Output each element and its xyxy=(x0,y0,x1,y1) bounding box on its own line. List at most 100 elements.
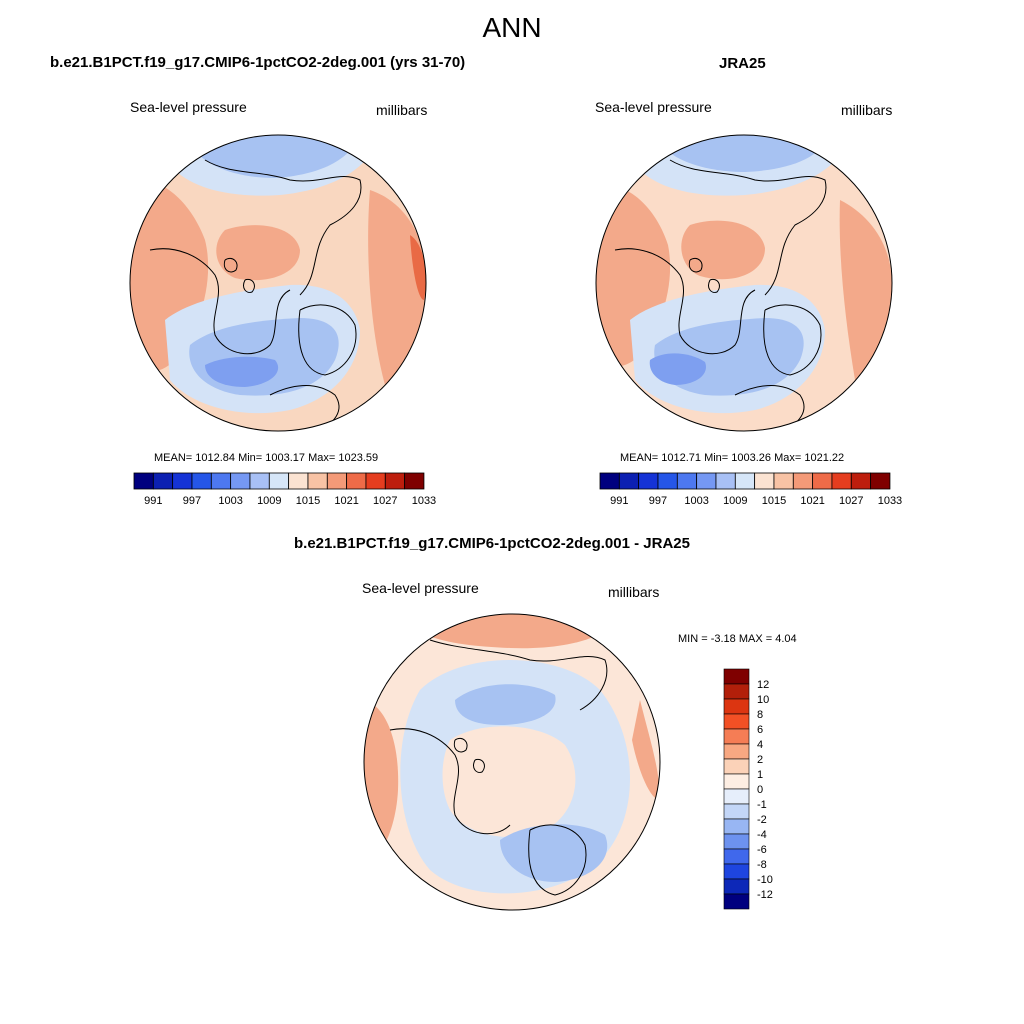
model-colorbar-tick-label: 997 xyxy=(183,495,201,507)
obs-colorbar-cell xyxy=(870,472,891,490)
model-colorbar-tick-label: 1027 xyxy=(373,495,397,507)
diff-colorbar-tick-label: -6 xyxy=(757,844,767,856)
obs-coastline-islands xyxy=(688,257,720,293)
model-colorbar-cell xyxy=(191,472,212,490)
obs-colorbar-cell xyxy=(773,472,794,490)
model-polar-map xyxy=(129,134,427,432)
diff-colorbar-tick-label: -1 xyxy=(757,799,767,811)
diff-colorbar-tick-label: -10 xyxy=(757,874,773,886)
diff-colorbar-cell xyxy=(723,698,750,715)
diff-colorbar-tick-label: -8 xyxy=(757,859,767,871)
obs-map-border xyxy=(595,134,893,432)
model-coastline-greenland xyxy=(298,304,357,376)
model-colorbar-tick-label: 1033 xyxy=(412,495,436,507)
obs-colorbar-tick-label: 991 xyxy=(610,495,628,507)
diff-coastline-north-america xyxy=(389,728,511,835)
obs-colorbar-cell xyxy=(696,472,717,490)
obs-colorbar-tick-label: 1003 xyxy=(684,495,708,507)
model-colorbar-cell xyxy=(210,472,232,490)
obs-colorbar-cell xyxy=(599,472,620,490)
diff-neutral-center xyxy=(442,726,576,838)
model-colorbar-cell xyxy=(346,472,367,490)
obs-colorbar-cell xyxy=(638,472,659,490)
diff-variable-label: Sea-level pressure xyxy=(362,580,479,596)
diff-polar-map xyxy=(363,613,661,911)
diff-negative-pacific-core xyxy=(455,684,556,725)
diff-colorbar-cell xyxy=(723,803,750,820)
model-colorbar-cell xyxy=(384,472,406,490)
diff-colorbar-tick-label: -12 xyxy=(757,889,773,901)
diff-colorbar-cell xyxy=(723,773,750,790)
obs-colorbar-cell xyxy=(850,472,872,490)
model-colorbar-tick-label: 1015 xyxy=(296,495,320,507)
obs-colorbar-cell xyxy=(831,472,852,490)
obs-stats: MEAN= 1012.71 Min= 1003.26 Max= 1021.22 xyxy=(620,452,845,464)
diff-coastline-eurasia xyxy=(429,639,608,711)
model-colorbar-tick-label: 1021 xyxy=(334,495,358,507)
model-low-pressure-pacific-core xyxy=(195,135,360,178)
obs-colorbar-tick-label: 1027 xyxy=(839,495,863,507)
model-colorbar-tick-label: 1009 xyxy=(257,495,281,507)
diff-coastline-islands xyxy=(453,737,485,773)
diff-colorbar-tick-label: -2 xyxy=(757,814,767,826)
model-colorbar-tick-label: 991 xyxy=(144,495,162,507)
diff-colorbar-cell xyxy=(723,743,750,760)
diff-colorbar-tick-label: -4 xyxy=(757,829,767,841)
model-colorbar-cell xyxy=(230,472,251,490)
diff-colorbar-cell xyxy=(723,848,750,865)
obs-colorbar-tick-label: 1015 xyxy=(762,495,786,507)
model-coastline-eurasia xyxy=(204,159,362,296)
model-coastline-islands xyxy=(223,257,255,293)
obs-colorbar-cell xyxy=(715,472,736,490)
model-colorbar-cell xyxy=(133,472,154,490)
model-colorbar-cell xyxy=(249,472,270,490)
model-low-pressure-atlantic-deep xyxy=(205,356,279,387)
obs-panel-title: JRA25 xyxy=(719,55,766,72)
model-high-pressure-core xyxy=(410,235,426,300)
model-colorbar-cell xyxy=(326,472,348,490)
obs-units-label: millibars xyxy=(841,102,893,118)
diff-colorbar-cell xyxy=(723,863,750,880)
diff-colorbar-cell xyxy=(723,713,750,730)
obs-high-pressure-east xyxy=(839,200,892,380)
diff-colorbar-cell xyxy=(723,728,750,745)
diff-colorbar-cell xyxy=(723,818,750,835)
obs-colorbar-tick-label: 1009 xyxy=(723,495,747,507)
obs-colorbar-tick-label: 997 xyxy=(649,495,667,507)
diff-colorbar-cell xyxy=(723,878,750,895)
diff-positive-east xyxy=(632,700,660,800)
diff-colorbar-cell xyxy=(723,668,750,685)
diff-negative-atlantic-core xyxy=(500,824,608,882)
model-coastline-north-america xyxy=(149,248,291,355)
obs-coastline-north-america xyxy=(614,248,756,355)
obs-colorbar-cell xyxy=(618,472,640,490)
diff-colorbar-tick-label: 8 xyxy=(757,709,763,721)
diff-colorbar-cell xyxy=(723,788,750,805)
model-colorbar-cell xyxy=(404,472,425,490)
obs-colorbar-cell xyxy=(734,472,756,490)
obs-low-pressure-atlantic-deep xyxy=(649,353,706,385)
diff-units-label: millibars xyxy=(608,584,660,600)
diff-colorbar-tick-label: 2 xyxy=(757,754,763,766)
obs-colorbar-cell xyxy=(792,472,814,490)
diff-panel-title: b.e21.B1PCT.f19_g17.CMIP6-1pctCO2-2deg.0… xyxy=(294,535,690,552)
obs-polar-map xyxy=(595,134,893,432)
diff-colorbar-cell xyxy=(723,833,750,850)
obs-colorbar-tick-label: 1021 xyxy=(800,495,824,507)
diff-colorbar-cell xyxy=(723,758,750,775)
obs-colorbar-tick-label: 1033 xyxy=(878,495,902,507)
diff-colorbar-tick-label: 6 xyxy=(757,724,763,736)
diff-colorbar-tick-label: 12 xyxy=(757,679,769,691)
diff-coastline-greenland xyxy=(528,824,587,896)
diff-colorbar-cell xyxy=(723,893,750,910)
obs-colorbar-cell xyxy=(657,472,678,490)
model-map-border xyxy=(129,134,427,432)
model-colorbar-cell xyxy=(307,472,328,490)
obs-variable-label: Sea-level pressure xyxy=(595,99,712,115)
diff-colorbar-tick-label: 1 xyxy=(757,769,763,781)
model-variable-label: Sea-level pressure xyxy=(130,99,247,115)
obs-colorbar-cell xyxy=(812,472,833,490)
obs-colorbar-cell xyxy=(754,472,775,490)
